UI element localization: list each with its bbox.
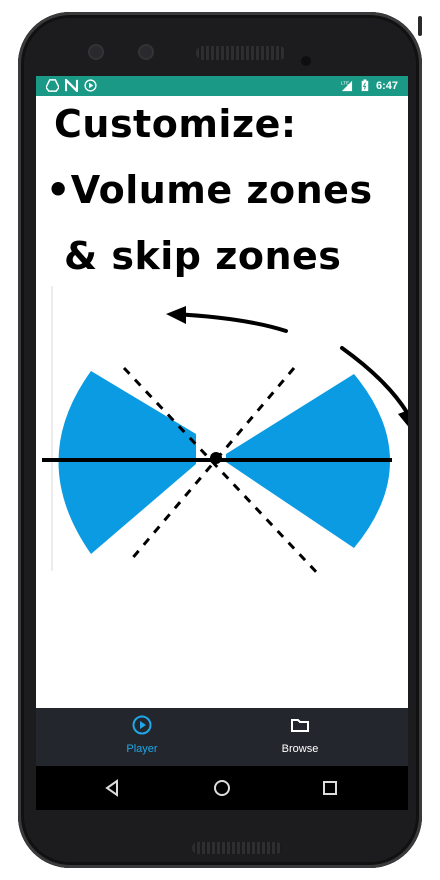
headline-line-1: Customize: xyxy=(54,102,297,146)
skip-boundary-2 xyxy=(128,367,296,562)
back-icon[interactable] xyxy=(100,776,124,800)
arrow-left-head xyxy=(166,306,186,324)
battery-icon xyxy=(361,79,369,92)
proximity-sensor xyxy=(301,56,311,66)
app-screen: LTE 6:47 Customize: •Volume zones & skip… xyxy=(36,76,408,766)
zones-illustration xyxy=(42,286,408,578)
play-circle-icon xyxy=(132,715,152,735)
headline-line-3: & skip zones xyxy=(64,234,342,278)
system-navigation-bar xyxy=(36,766,408,810)
lte-signal-icon: LTE xyxy=(341,81,353,92)
recents-icon[interactable] xyxy=(318,776,342,800)
front-camera xyxy=(88,44,104,60)
arrow-right-stroke xyxy=(340,346,408,416)
nav-item-browse[interactable]: Browse xyxy=(240,714,360,762)
power-button xyxy=(418,16,422,36)
n-notification-icon xyxy=(65,79,78,92)
bottom-speaker xyxy=(192,842,282,854)
status-bar: LTE 6:47 xyxy=(36,76,408,96)
folder-icon xyxy=(291,719,309,732)
left-volume-zone xyxy=(58,371,196,554)
play-notification-icon xyxy=(84,79,97,92)
headline-line-2: •Volume zones xyxy=(46,168,373,212)
drive-icon xyxy=(46,79,59,92)
svg-text:LTE: LTE xyxy=(341,81,349,86)
arrow-right-head xyxy=(398,410,408,427)
front-sensor xyxy=(138,44,154,60)
nav-item-player[interactable]: Player xyxy=(82,714,202,762)
arrow-left-stroke xyxy=(172,312,288,333)
nav-label-browse: Browse xyxy=(281,743,319,755)
earpiece-speaker xyxy=(196,46,286,60)
home-icon[interactable] xyxy=(210,776,234,800)
nav-label-player: Player xyxy=(126,743,158,755)
bottom-navigation: Player Browse xyxy=(36,708,408,766)
status-time: 6:47 xyxy=(375,79,398,92)
center-point xyxy=(210,452,222,464)
